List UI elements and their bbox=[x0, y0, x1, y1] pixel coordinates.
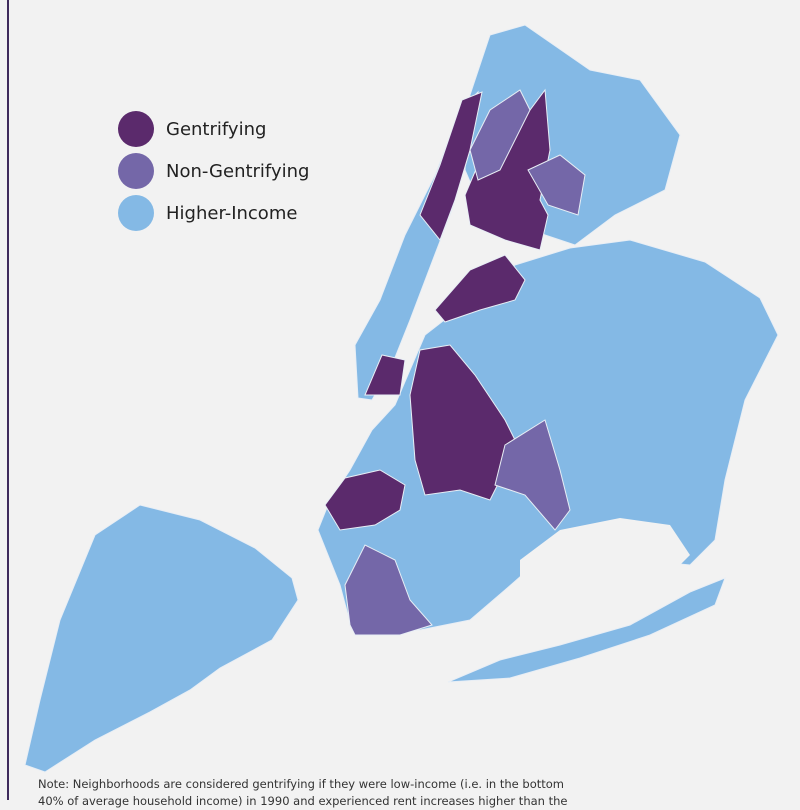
frame-line bbox=[7, 0, 9, 800]
gentrifying-area bbox=[364, 354, 406, 396]
non-gentrifying-area bbox=[527, 154, 586, 216]
jamaica-bay bbox=[520, 518, 690, 610]
note-line: 40% of average household income) in 1990… bbox=[38, 794, 568, 808]
legend-swatch bbox=[118, 195, 154, 231]
legend-item: Gentrifying bbox=[118, 108, 309, 150]
gentrifying-area bbox=[324, 469, 406, 531]
legend-item: Non-Gentrifying bbox=[118, 150, 309, 192]
legend: Gentrifying Non-Gentrifying Higher-Income bbox=[118, 108, 309, 234]
legend-label: Higher-Income bbox=[166, 202, 298, 224]
note: Note: Neighborhoods are considered gentr… bbox=[38, 776, 778, 810]
note-line: Note: Neighborhoods are considered gentr… bbox=[38, 777, 565, 791]
non-gentrifying-area bbox=[469, 89, 531, 181]
legend-label: Non-Gentrifying bbox=[166, 160, 310, 182]
legend-label: Gentrifying bbox=[166, 118, 267, 140]
non-gentrifying-area bbox=[344, 544, 433, 636]
gentrifying-area bbox=[464, 88, 551, 251]
rockaway bbox=[447, 577, 726, 683]
legend-item: Higher-Income bbox=[118, 192, 309, 234]
legend-swatch bbox=[118, 153, 154, 189]
legend-swatch bbox=[118, 111, 154, 147]
gentrifying-area bbox=[434, 254, 526, 323]
non-gentrifying-area bbox=[494, 419, 571, 531]
gentrifying-area bbox=[419, 91, 483, 241]
staten-island bbox=[24, 504, 299, 773]
